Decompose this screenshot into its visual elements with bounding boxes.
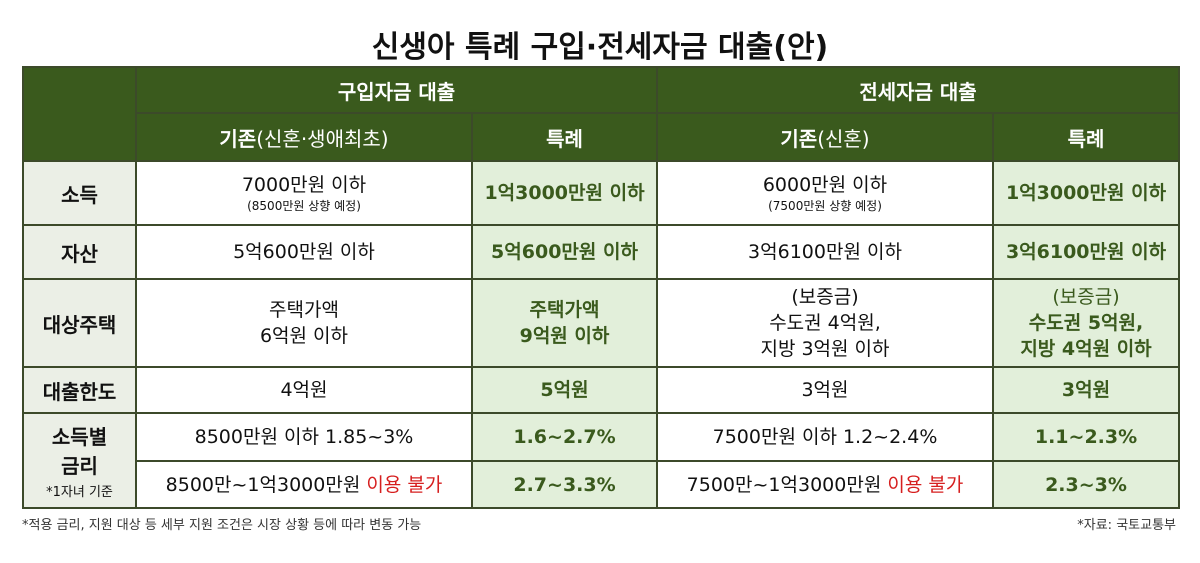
cell-text: 8500만~1억3000만원 bbox=[165, 473, 367, 496]
cell-line: 주택가액 bbox=[269, 299, 339, 321]
rate1-jeonse-base: 7500만원 이하 1.2~2.4% bbox=[656, 412, 994, 462]
rate1-purchase-base: 8500만원 이하 1.85~3% bbox=[135, 412, 473, 462]
rate-label-note: *1자녀 기준 bbox=[46, 485, 113, 500]
table-row: 자산 5억600만원 이하 5억600만원 이하 3억6100만원 이하 3억6… bbox=[22, 224, 1180, 280]
row-label-limit: 대출한도 bbox=[22, 366, 137, 414]
income-jeonse-base: 6000만원 이하 (7500만원 상향 예정) bbox=[656, 160, 994, 226]
rate-label-line: 금리 bbox=[61, 454, 98, 478]
rate2-jeonse-base: 7500만~1억3000만원 이용 불가 bbox=[656, 460, 994, 509]
cell-line: 지방 3억원 이하 bbox=[760, 338, 890, 360]
cell-line: 수도권 5억원, bbox=[1028, 312, 1144, 334]
header-jeonse-special: 특례 bbox=[992, 112, 1180, 162]
housing-jeonse-special: (보증금) 수도권 5억원, 지방 4억원 이하 bbox=[992, 278, 1180, 368]
row-label-income: 소득 bbox=[22, 160, 137, 226]
table-row: 8500만~1억3000만원 이용 불가 2.7~3.3% 7500만~1억30… bbox=[23, 460, 1180, 509]
cell-text: 6000만원 이하 bbox=[762, 174, 888, 196]
header-jeonse-base: 기존(신혼) bbox=[656, 112, 994, 162]
cell-note: (8500만원 상향 예정) bbox=[247, 199, 361, 213]
limit-purchase-base: 4억원 bbox=[135, 366, 473, 414]
footnote-source: *자료: 국토교통부 bbox=[1077, 518, 1176, 533]
assets-purchase-special: 5억600만원 이하 bbox=[471, 224, 658, 280]
cell-line: (보증금) bbox=[1052, 286, 1120, 308]
cell-text: 7500만~1억3000만원 bbox=[686, 473, 888, 496]
row-label-assets: 자산 bbox=[22, 224, 137, 280]
table-row: 소득별 금리 *1자녀 기준 8500만원 이하 1.85~3% 1.6~2.7% … bbox=[22, 412, 1180, 509]
cell-line: (보증금) bbox=[791, 286, 859, 308]
page-title: 신생아 특례 구입·전세자금 대출(안) bbox=[371, 30, 829, 65]
cell-line: 주택가액 bbox=[529, 299, 600, 321]
table-row: 대출한도 4억원 5억원 3억원 3억원 bbox=[22, 366, 1180, 414]
header-jeonse-base-bold: 기존 bbox=[780, 126, 818, 151]
income-purchase-base: 7000만원 이하 (8500만원 상향 예정) bbox=[135, 160, 473, 226]
housing-jeonse-base: (보증금) 수도권 4억원, 지방 3억원 이하 bbox=[656, 278, 994, 368]
limit-jeonse-special: 3억원 bbox=[992, 366, 1180, 414]
footnote-conditions: *적용 금리, 지원 대상 등 세부 지원 조건은 시장 상황 등에 따라 변동… bbox=[22, 518, 422, 533]
table-row: 소득 7000만원 이하 (8500만원 상향 예정) 1억3000만원 이하 6… bbox=[22, 160, 1180, 226]
income-purchase-special: 1억3000만원 이하 bbox=[471, 160, 658, 226]
housing-purchase-base: 주택가액 6억원 이하 bbox=[135, 278, 473, 368]
header-purchase-base-bold: 기존 bbox=[219, 126, 257, 151]
cell-line: 6억원 이하 bbox=[259, 325, 349, 347]
rate2-jeonse-special: 2.3~3% bbox=[992, 460, 1180, 509]
unavailable-text: 이용 불가 bbox=[887, 473, 964, 496]
header-purchase-base-rest: (신혼·생애최초) bbox=[256, 126, 389, 151]
header-jeonse: 전세자금 대출 bbox=[656, 66, 1180, 114]
header-jeonse-base-rest: (신혼) bbox=[817, 126, 870, 151]
cell-note: (7500만원 상향 예정) bbox=[768, 199, 882, 213]
assets-jeonse-special: 3억6100만원 이하 bbox=[992, 224, 1180, 280]
table-row: 대상주택 주택가액 6억원 이하 주택가액 9억원 이하 (보증금) 수도권 4억원,… bbox=[22, 278, 1180, 368]
rate1-purchase-special: 1.6~2.7% bbox=[471, 412, 658, 462]
rate1-jeonse-special: 1.1~2.3% bbox=[992, 412, 1180, 462]
limit-jeonse-base: 3억원 bbox=[656, 366, 994, 414]
cell-line: 9억원 이하 bbox=[519, 325, 610, 347]
assets-jeonse-base: 3억6100만원 이하 bbox=[656, 224, 994, 280]
housing-purchase-special: 주택가액 9억원 이하 bbox=[471, 278, 658, 368]
header-purchase-special: 특례 bbox=[471, 112, 658, 162]
loan-comparison-table: 구입자금 대출 전세자금 대출 기존(신혼·생애최초) 특례 기존(신혼) 특례… bbox=[22, 66, 1180, 509]
income-jeonse-special: 1억3000만원 이하 bbox=[992, 160, 1180, 226]
assets-purchase-base: 5억600만원 이하 bbox=[135, 224, 473, 280]
cell-text: 7000만원 이하 bbox=[241, 174, 367, 196]
cell-line: 지방 4억원 이하 bbox=[1020, 338, 1152, 360]
rate2-purchase-base: 8500만~1억3000만원 이용 불가 bbox=[135, 460, 473, 509]
row-label-housing: 대상주택 bbox=[22, 278, 137, 368]
cell-line: 수도권 4억원, bbox=[769, 312, 881, 334]
limit-purchase-special: 5억원 bbox=[471, 366, 658, 414]
rate2-purchase-special: 2.7~3.3% bbox=[471, 460, 658, 509]
rate-label-line: 소득별 bbox=[51, 425, 108, 449]
unavailable-text: 이용 불가 bbox=[366, 473, 443, 496]
corner-cell bbox=[22, 66, 137, 162]
header-purchase-base: 기존(신혼·생애최초) bbox=[135, 112, 473, 162]
header-purchase: 구입자금 대출 bbox=[135, 66, 658, 114]
